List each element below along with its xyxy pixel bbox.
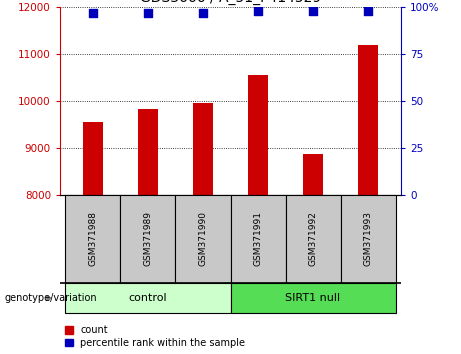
Text: GSM371989: GSM371989 bbox=[143, 211, 153, 267]
Bar bbox=[230, 195, 285, 283]
Bar bbox=[65, 195, 120, 283]
Bar bbox=[341, 195, 396, 283]
Bar bbox=[176, 195, 230, 283]
Bar bbox=[193, 103, 213, 195]
Point bbox=[144, 10, 152, 16]
Text: GSM371991: GSM371991 bbox=[254, 211, 262, 267]
Bar bbox=[359, 45, 378, 195]
Bar bbox=[120, 195, 176, 283]
Bar bbox=[65, 283, 230, 313]
Text: SIRT1 null: SIRT1 null bbox=[285, 293, 341, 303]
Text: GSM371992: GSM371992 bbox=[308, 211, 318, 267]
Text: GSM371990: GSM371990 bbox=[199, 211, 207, 267]
Point bbox=[199, 10, 207, 16]
Bar bbox=[285, 195, 341, 283]
Point bbox=[364, 8, 372, 14]
Text: GSM371993: GSM371993 bbox=[364, 211, 372, 267]
Legend: count, percentile rank within the sample: count, percentile rank within the sample bbox=[65, 325, 245, 348]
Text: control: control bbox=[129, 293, 167, 303]
Text: GSM371988: GSM371988 bbox=[89, 211, 97, 267]
Text: genotype/variation: genotype/variation bbox=[5, 293, 97, 303]
Bar bbox=[303, 154, 323, 195]
Bar bbox=[248, 75, 268, 195]
Point bbox=[89, 10, 97, 16]
Bar bbox=[230, 283, 396, 313]
Title: GDS3666 / A_51_P414529: GDS3666 / A_51_P414529 bbox=[140, 0, 321, 5]
Bar bbox=[83, 122, 103, 195]
Point bbox=[309, 8, 317, 14]
Bar bbox=[138, 109, 158, 195]
Point bbox=[254, 8, 262, 14]
